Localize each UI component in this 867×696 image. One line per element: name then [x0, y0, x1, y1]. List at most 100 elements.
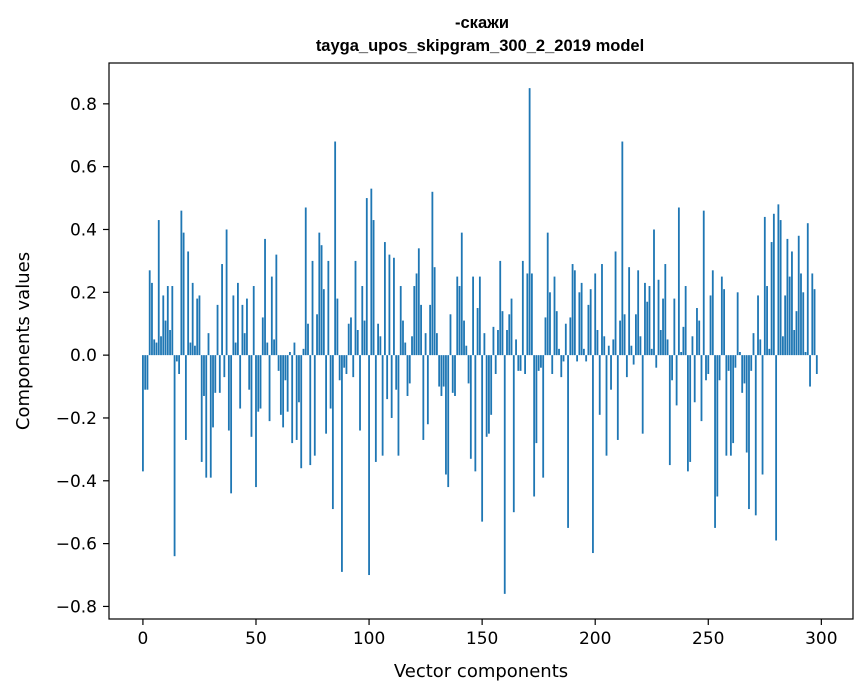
- bar: [555, 311, 558, 356]
- bar: [490, 355, 493, 415]
- bar: [345, 355, 348, 374]
- bar: [770, 242, 773, 356]
- bar: [530, 273, 533, 356]
- y-tick-label: 0.0: [70, 346, 97, 366]
- bar: [275, 254, 278, 356]
- bar: [718, 355, 721, 381]
- bar: [316, 314, 318, 356]
- bar: [207, 333, 210, 356]
- bar: [503, 355, 506, 594]
- bar: [406, 355, 409, 396]
- bar: [508, 314, 511, 356]
- bar: [449, 314, 452, 356]
- bar: [483, 333, 486, 356]
- bar: [343, 355, 346, 368]
- bar: [221, 264, 223, 356]
- bar: [431, 191, 434, 356]
- bar: [307, 323, 309, 356]
- bar: [442, 355, 445, 387]
- bar: [768, 348, 771, 356]
- bar: [668, 355, 671, 466]
- bar: [151, 282, 153, 356]
- bar: [596, 330, 599, 356]
- bar: [759, 339, 762, 356]
- bar: [492, 326, 495, 356]
- bar: [331, 355, 334, 510]
- bar: [784, 295, 787, 356]
- bar: [510, 298, 513, 356]
- bar: [255, 355, 257, 488]
- bar: [302, 348, 305, 356]
- bar: [338, 355, 341, 381]
- bar: [711, 270, 714, 356]
- bar: [716, 355, 719, 497]
- x-axis-label: Vector components: [394, 661, 568, 682]
- bar: [795, 311, 798, 356]
- bar: [680, 351, 683, 356]
- bar: [673, 298, 676, 356]
- bar: [322, 289, 325, 356]
- bar: [800, 273, 802, 356]
- bar: [440, 355, 443, 396]
- bar: [485, 355, 488, 437]
- bar: [506, 330, 508, 356]
- bar: [707, 355, 710, 374]
- bar: [655, 355, 658, 368]
- bar: [734, 355, 737, 368]
- bar: [729, 355, 732, 456]
- y-axis-label: Components values: [13, 252, 34, 430]
- bar-series: [142, 88, 818, 594]
- bar: [601, 264, 603, 356]
- bar: [162, 295, 165, 356]
- bar: [157, 220, 160, 356]
- bar: [691, 336, 694, 356]
- bar: [809, 355, 811, 387]
- bar: [155, 342, 158, 356]
- bar: [476, 308, 479, 356]
- bar: [472, 276, 474, 356]
- bar: [788, 276, 791, 356]
- bar: [621, 141, 624, 356]
- bar: [144, 355, 147, 390]
- bar: [246, 298, 248, 356]
- bar: [811, 273, 814, 356]
- bar: [551, 355, 554, 374]
- bar: [512, 355, 515, 513]
- bar: [748, 355, 750, 510]
- bar: [616, 355, 619, 440]
- bar: [578, 292, 581, 356]
- bar: [802, 292, 805, 356]
- bar: [352, 355, 355, 378]
- bar: [813, 289, 816, 356]
- bar: [381, 355, 384, 456]
- y-axis: −0.8 −0.6 −0.4 −0.2 0.0 0.2 0.4 0.6 0.8: [56, 95, 109, 617]
- bar: [230, 355, 233, 494]
- bar: [727, 355, 730, 371]
- plot-frame: [108, 62, 854, 620]
- bar: [777, 204, 780, 356]
- bar: [386, 355, 389, 400]
- bar: [671, 355, 673, 381]
- bar: [232, 295, 235, 356]
- bar: [650, 348, 653, 356]
- bar: [632, 355, 635, 365]
- bar: [761, 355, 764, 475]
- bar: [438, 355, 441, 387]
- bar: [454, 355, 456, 396]
- bar: [311, 260, 314, 356]
- bar: [519, 355, 522, 371]
- bar: [494, 355, 497, 374]
- bar: [327, 260, 330, 356]
- bar: [772, 213, 775, 356]
- bar: [284, 355, 287, 381]
- bar: [169, 330, 171, 356]
- bar: [273, 339, 275, 356]
- bar: [214, 355, 217, 393]
- bar: [657, 279, 660, 356]
- bar: [467, 355, 470, 384]
- bar: [212, 355, 214, 428]
- bar: [277, 355, 280, 371]
- bar: [677, 207, 680, 356]
- bar: [567, 355, 569, 528]
- bar: [612, 339, 615, 356]
